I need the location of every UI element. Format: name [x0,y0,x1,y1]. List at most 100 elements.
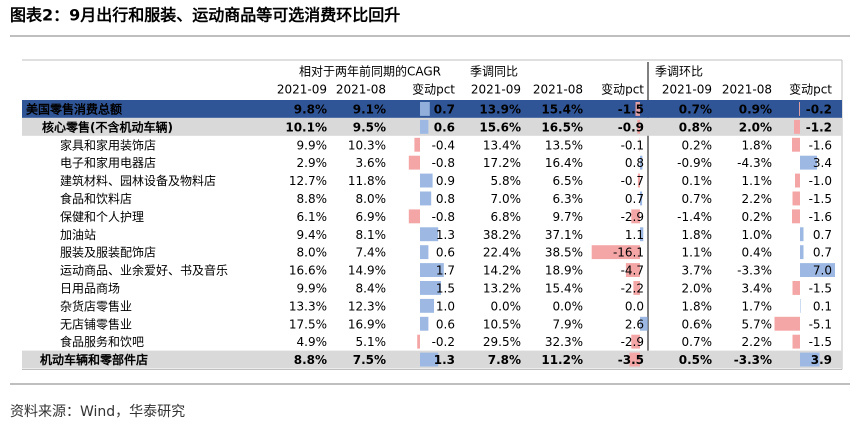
row-label: 机动车辆和零部件店 [40,352,148,367]
cell-value: 2.9% [297,156,328,170]
row-label: 日用品商场 [60,280,120,295]
cell-value: 10.5% [483,317,521,331]
cell-value: 2.6 [625,317,644,331]
change-bar [800,155,817,170]
change-bar [800,245,804,260]
row-highlight [22,100,842,118]
change-bar [420,227,439,242]
change-bar [792,334,800,349]
cell-value: 3.4% [742,281,773,295]
change-bar [792,191,800,206]
source: 资料来源：Wind，华泰研究 [10,404,185,420]
cell-value: 13.3% [289,299,327,313]
cell-value: 0.2% [682,138,713,152]
change-bar [640,227,644,242]
row-label: 加油站 [60,228,96,242]
cell-value: -1.5 [809,335,832,349]
cell-value: 38.5% [545,246,583,260]
change-bar [637,173,640,188]
change-bar [792,209,800,224]
change-bar [800,298,801,313]
change-bar [417,334,420,349]
cell-value: 8.8% [297,192,328,206]
column-header: 变动pct [412,82,455,97]
cell-value: -1.0 [809,174,832,188]
column-header: 2021-08 [722,83,772,97]
cell-value: 7.0 [813,264,832,278]
cell-value: -4.3% [737,156,772,170]
cell-value: 0.6% [682,317,713,331]
row-label: 运动商品、业余爱好、书及音乐 [60,263,228,278]
row-label: 服装及服装配饰店 [60,246,156,260]
cell-value: -0.1 [621,138,644,152]
cell-value: -0.8 [432,156,455,170]
cell-value: 29.5% [483,335,521,349]
change-bar [800,263,835,277]
cell-value: -2.9 [621,210,644,224]
cell-value: -4.7 [621,264,644,278]
change-bar [420,102,430,116]
cell-value: 1.8% [682,299,713,313]
column-header: 变动pct [789,82,832,97]
cell-value: 0.7 [434,102,455,116]
cell-value: 0.0 [625,299,644,313]
cell-value: 18.9% [545,264,583,278]
cell-value: 5.8% [491,174,522,188]
change-bar [794,119,800,134]
cell-value: -0.2 [432,335,455,349]
change-bar [800,352,820,367]
change-bar [774,316,800,331]
cell-value: 10.3% [348,138,386,152]
cell-value: 1.3 [436,228,455,242]
cell-value: -3.3% [734,353,772,367]
cell-value: 9.7% [553,210,584,224]
cell-value: 16.9% [348,317,386,331]
change-bar [792,281,800,295]
change-bar [591,245,640,260]
cell-value: -0.9 [618,120,644,134]
cell-value: -0.8 [432,210,455,224]
change-bar [633,281,640,295]
change-bar [408,209,420,224]
cell-value: 9.4% [297,228,328,242]
cell-value: -2.2 [621,281,644,295]
change-bar [408,155,420,170]
cell-value: 0.1% [682,174,713,188]
change-bar [420,191,432,206]
cell-value: -5.1 [809,317,832,331]
change-bar [625,263,640,277]
cell-value: 13.2% [483,281,521,295]
change-bar [640,155,643,170]
cell-value: 2.0% [682,281,713,295]
table: 相对于两年前同期的CAGR 季调同比 季调环比 2021-09 2021-08 变动pct… [22,59,843,370]
column-header: 2021-08 [533,83,583,97]
cell-value: -0.7 [621,174,644,188]
cell-value: 14.2% [483,264,521,278]
cell-value: 13.9% [479,102,521,116]
change-bar [414,137,420,152]
cell-value: -0.2 [806,102,832,116]
cell-value: 6.8% [491,210,522,224]
cell-value: 13.4% [483,138,521,152]
cell-value: 14.9% [348,264,386,278]
change-bar [631,209,640,224]
cell-value: 1.7 [436,264,455,278]
cell-value: 0.9 [436,174,455,188]
change-bar [640,316,648,331]
cell-value: 0.6 [436,317,455,331]
change-bar [420,352,439,367]
cell-value: 1.1% [742,174,773,188]
cell-value: 0.2% [742,210,773,224]
cell-value: -16.1 [613,246,644,260]
cell-value: 1.8% [682,228,713,242]
cell-value: 17.5% [289,317,327,331]
cell-value: 7.9% [553,317,584,331]
cell-value: -1.6 [809,138,832,152]
cell-value: 1.3 [434,353,455,367]
cell-value: 12.3% [348,299,386,313]
cell-value: 1.0% [742,228,773,242]
cell-value: 7.0% [491,192,522,206]
cell-value: 16.5% [541,120,583,134]
cell-value: 16.4% [545,156,583,170]
